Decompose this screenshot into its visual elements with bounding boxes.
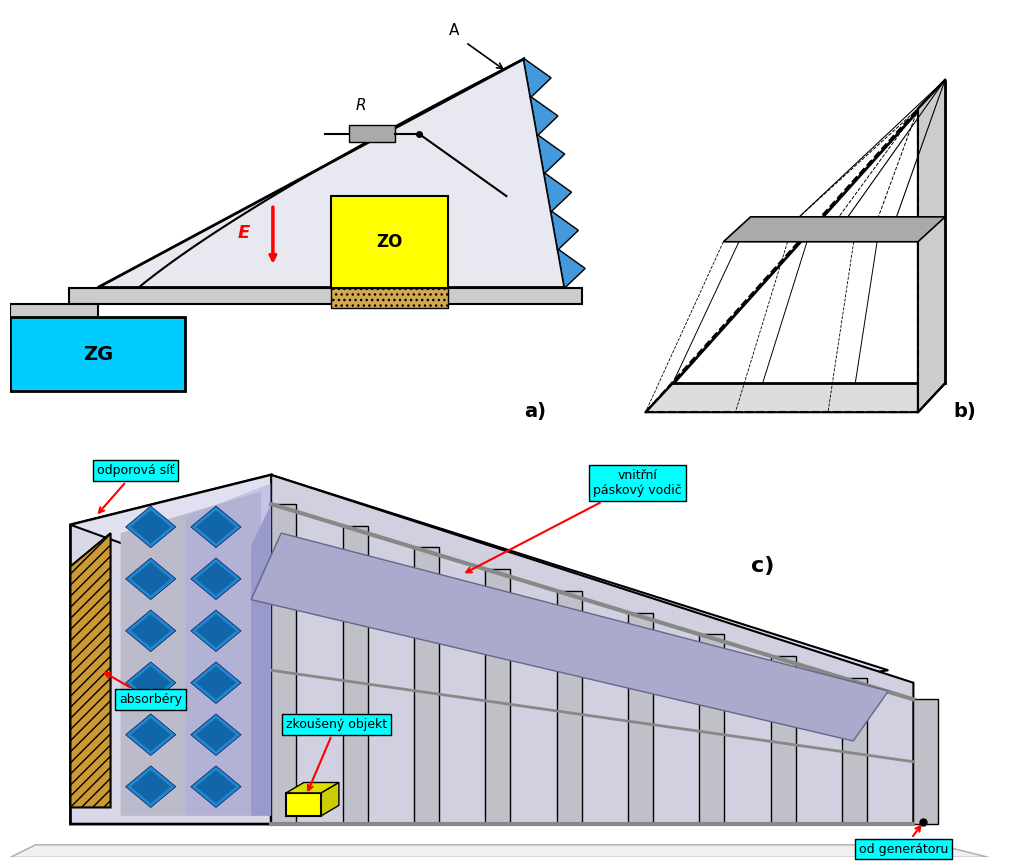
Polygon shape xyxy=(97,59,565,288)
Text: a): a) xyxy=(524,402,547,421)
Polygon shape xyxy=(271,475,913,824)
Text: ZG: ZG xyxy=(83,345,113,364)
Polygon shape xyxy=(196,510,236,544)
Bar xyxy=(332,288,449,308)
Polygon shape xyxy=(131,614,171,648)
Polygon shape xyxy=(196,562,236,596)
Polygon shape xyxy=(485,569,510,824)
Polygon shape xyxy=(628,612,653,824)
Text: vnitřní
páskový vodič: vnitřní páskový vodič xyxy=(466,469,682,572)
Bar xyxy=(69,288,583,304)
Polygon shape xyxy=(251,533,889,741)
Polygon shape xyxy=(126,662,176,703)
Polygon shape xyxy=(551,211,578,249)
Polygon shape xyxy=(71,533,111,807)
Polygon shape xyxy=(131,510,171,544)
Polygon shape xyxy=(10,845,989,857)
Polygon shape xyxy=(673,80,945,383)
Polygon shape xyxy=(342,526,368,824)
Text: c): c) xyxy=(752,556,774,577)
Bar xyxy=(0,346,10,362)
Polygon shape xyxy=(190,714,241,755)
Polygon shape xyxy=(414,547,439,824)
Polygon shape xyxy=(121,492,261,816)
Polygon shape xyxy=(287,783,339,793)
Polygon shape xyxy=(190,766,241,807)
Polygon shape xyxy=(131,718,171,752)
Polygon shape xyxy=(913,700,939,824)
Polygon shape xyxy=(126,558,176,599)
Polygon shape xyxy=(186,483,271,816)
Polygon shape xyxy=(190,662,241,703)
Polygon shape xyxy=(322,783,339,816)
Polygon shape xyxy=(558,249,585,288)
Polygon shape xyxy=(71,475,889,712)
Polygon shape xyxy=(271,504,296,824)
Text: b): b) xyxy=(953,402,976,421)
Polygon shape xyxy=(771,656,796,824)
Polygon shape xyxy=(126,714,176,755)
Bar xyxy=(287,793,322,816)
Polygon shape xyxy=(71,475,271,824)
Bar xyxy=(10,317,185,391)
Text: ZO: ZO xyxy=(377,233,402,251)
Polygon shape xyxy=(190,610,241,651)
Bar xyxy=(332,196,449,288)
Polygon shape xyxy=(190,558,241,599)
Bar xyxy=(349,126,395,142)
Polygon shape xyxy=(126,610,176,651)
Text: odporová síť: odporová síť xyxy=(97,464,174,513)
Polygon shape xyxy=(545,173,571,211)
Polygon shape xyxy=(126,766,176,807)
Polygon shape xyxy=(126,506,176,547)
Text: R: R xyxy=(355,98,366,113)
Text: E: E xyxy=(238,224,250,242)
Polygon shape xyxy=(557,591,582,824)
Polygon shape xyxy=(645,383,945,412)
Polygon shape xyxy=(699,634,724,824)
Polygon shape xyxy=(131,770,171,804)
Text: zkoušený objekt: zkoušený objekt xyxy=(286,718,387,791)
Polygon shape xyxy=(538,135,564,173)
Polygon shape xyxy=(190,506,241,547)
Polygon shape xyxy=(842,678,867,824)
Bar xyxy=(10,304,97,325)
Polygon shape xyxy=(196,614,236,648)
Polygon shape xyxy=(196,666,236,700)
Polygon shape xyxy=(131,666,171,700)
Polygon shape xyxy=(723,216,945,242)
Polygon shape xyxy=(530,97,557,135)
Polygon shape xyxy=(196,770,236,804)
Polygon shape xyxy=(251,504,271,816)
Polygon shape xyxy=(131,562,171,596)
Polygon shape xyxy=(918,80,945,412)
Text: absorbéry: absorbéry xyxy=(105,673,182,706)
Text: od generátoru: od generátoru xyxy=(859,826,948,856)
Polygon shape xyxy=(524,59,551,97)
Text: A: A xyxy=(449,23,459,38)
Polygon shape xyxy=(196,718,236,752)
